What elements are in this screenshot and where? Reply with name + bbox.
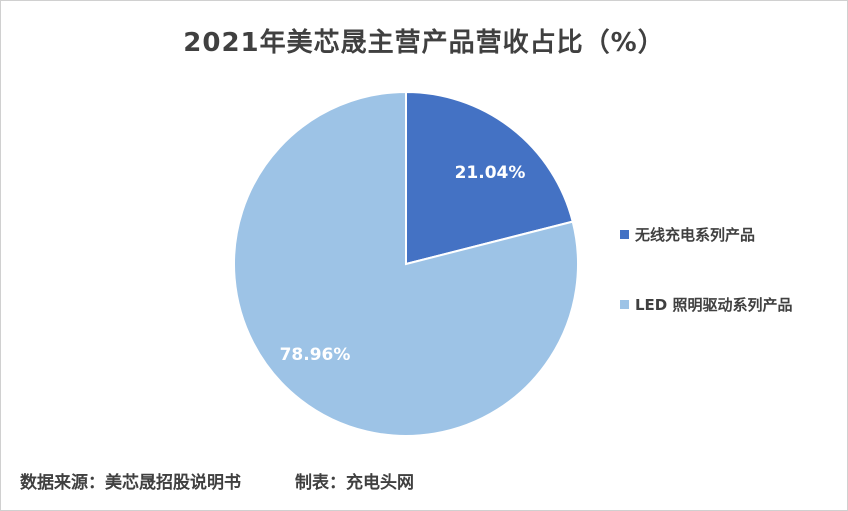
legend-item-led: LED 照明驱动系列产品 bbox=[620, 292, 792, 316]
pie-labels: 21.04% 78.96% bbox=[280, 163, 526, 365]
chart-title: 2021年美芯晟主营产品营收占比（%） bbox=[183, 28, 665, 58]
slice-label-led: 78.96% bbox=[280, 345, 351, 365]
legend-label-led: LED 照明驱动系列产品 bbox=[635, 295, 793, 314]
legend: 无线充电系列产品 LED 照明驱动系列产品 bbox=[620, 222, 792, 362]
slice-wireless bbox=[405, 90, 574, 266]
slice-label-wireless: 21.04% bbox=[455, 163, 526, 183]
legend-swatch-wireless bbox=[620, 229, 629, 239]
legend-swatch-led bbox=[620, 299, 629, 309]
slice-led bbox=[233, 90, 579, 437]
legend-label-wireless: 无线充电系列产品 bbox=[635, 225, 756, 244]
credit-note: 制表：充电头网 bbox=[295, 473, 414, 493]
footer: 数据来源：美芯晟招股说明书 制表：充电头网 bbox=[20, 468, 414, 493]
source-note: 数据来源：美芯晟招股说明书 bbox=[20, 473, 241, 493]
pie-slices bbox=[233, 90, 579, 437]
legend-item-wireless: 无线充电系列产品 bbox=[620, 222, 792, 246]
